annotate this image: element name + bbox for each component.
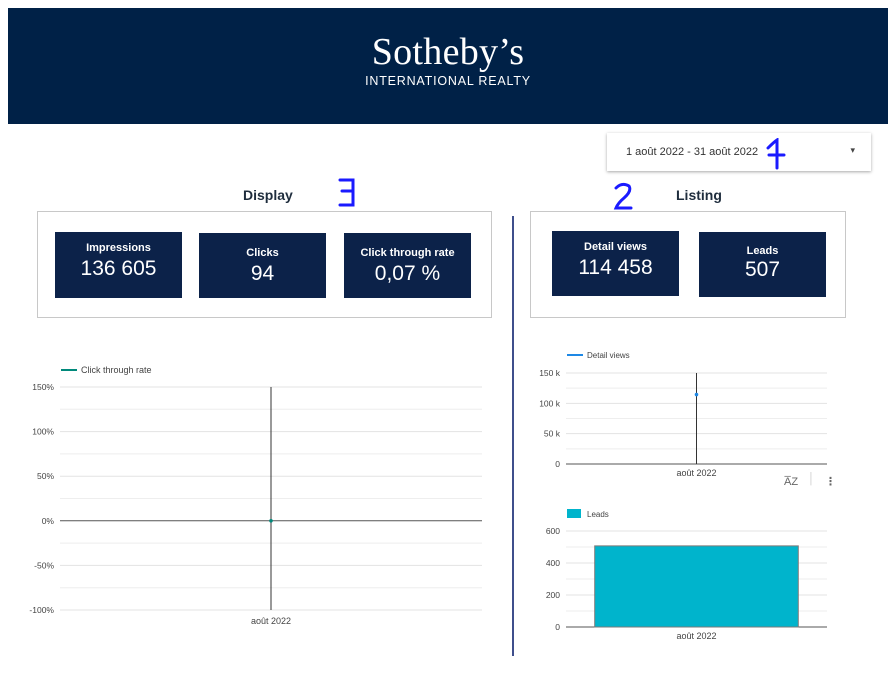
- caret-down-icon: ▾: [850, 145, 855, 155]
- detail-views-line-chart: 150 k 100 k 50 k 0 Detail views août 2022: [539, 351, 827, 478]
- data-point: [694, 392, 699, 397]
- y-tick-label: 0: [555, 622, 560, 632]
- kpi-card-click-through-rate: Click through rate 0,07 %: [344, 233, 471, 298]
- kpi-value: 507: [744, 258, 781, 281]
- y-tick-label: 50%: [37, 471, 54, 481]
- x-tick-label: août 2022: [676, 631, 716, 641]
- y-tick-label: 100%: [32, 427, 54, 437]
- y-tick-label: -50%: [34, 560, 54, 570]
- kpi-card-impressions: Impressions 136 605: [55, 232, 182, 298]
- annotation-mark-2: [613, 182, 633, 210]
- kpi-value: 0,07 %: [374, 262, 441, 285]
- brand-logo-text: Sotheby’s: [371, 31, 525, 73]
- kpi-value: 136 605: [80, 257, 157, 280]
- kpi-value: 94: [250, 262, 275, 285]
- section-title-listing: Listing: [676, 187, 722, 203]
- sort-az-icon[interactable]: A̅Z: [784, 476, 799, 488]
- date-range-value: 1 août 2022 - 31 août 2022: [626, 146, 759, 158]
- section-title-display: Display: [243, 187, 293, 203]
- kpi-label: Leads: [746, 245, 779, 257]
- y-tick-label: 150 k: [539, 368, 561, 378]
- kpi-card-clicks: Clicks 94: [199, 233, 326, 298]
- y-tick-label: 0: [555, 459, 560, 469]
- bar-leads: [594, 545, 799, 628]
- legend-label: Leads: [587, 510, 609, 519]
- brand-logo-subtitle: INTERNATIONAL REALTY: [365, 74, 531, 88]
- kpi-value: 114 458: [578, 256, 653, 279]
- display-kpi-panel: Impressions 136 605 Clicks 94 Click thro…: [37, 211, 492, 318]
- leads-bar-chart: 600 400 200 0 Leads août 2022: [546, 509, 827, 641]
- y-tick-label: -100%: [29, 605, 54, 615]
- legend-label: Click through rate: [81, 365, 152, 375]
- kpi-card-detail-views: Detail views 114 458: [552, 231, 679, 296]
- ctr-line-chart: 150% 100% 50% 0% -50% -100% Click through rate…: [29, 365, 482, 626]
- y-tick-label: 50 k: [544, 429, 561, 439]
- y-tick-label: 0%: [42, 516, 55, 526]
- annotation-mark-1: [766, 138, 786, 170]
- kpi-label: Impressions: [86, 242, 151, 254]
- y-tick-label: 100 k: [539, 398, 561, 408]
- y-tick-label: 400: [546, 558, 560, 568]
- x-tick-label: août 2022: [676, 468, 716, 478]
- kpi-label: Detail views: [584, 241, 647, 253]
- y-tick-label: 600: [546, 526, 560, 536]
- header-banner: Sotheby’s INTERNATIONAL REALTY: [8, 8, 888, 124]
- x-tick-label: août 2022: [251, 616, 291, 626]
- date-range-picker[interactable]: 1 août 2022 - 31 août 2022 ▾: [607, 133, 871, 171]
- more-vert-icon[interactable]: ⋮: [825, 476, 836, 488]
- kpi-label: Clicks: [246, 247, 279, 259]
- toolbar-divider: │: [808, 473, 815, 485]
- section-divider: [512, 216, 514, 656]
- annotation-mark-3: [338, 178, 355, 207]
- y-tick-label: 200: [546, 590, 560, 600]
- legend-swatch: [567, 509, 581, 518]
- kpi-label: Click through rate: [360, 247, 455, 259]
- kpi-card-leads: Leads 507: [699, 232, 826, 297]
- listing-kpi-panel: Detail views 114 458 Leads 507: [530, 211, 846, 318]
- legend-label: Detail views: [587, 351, 630, 360]
- data-point: [269, 518, 273, 523]
- y-tick-label: 150%: [32, 382, 54, 392]
